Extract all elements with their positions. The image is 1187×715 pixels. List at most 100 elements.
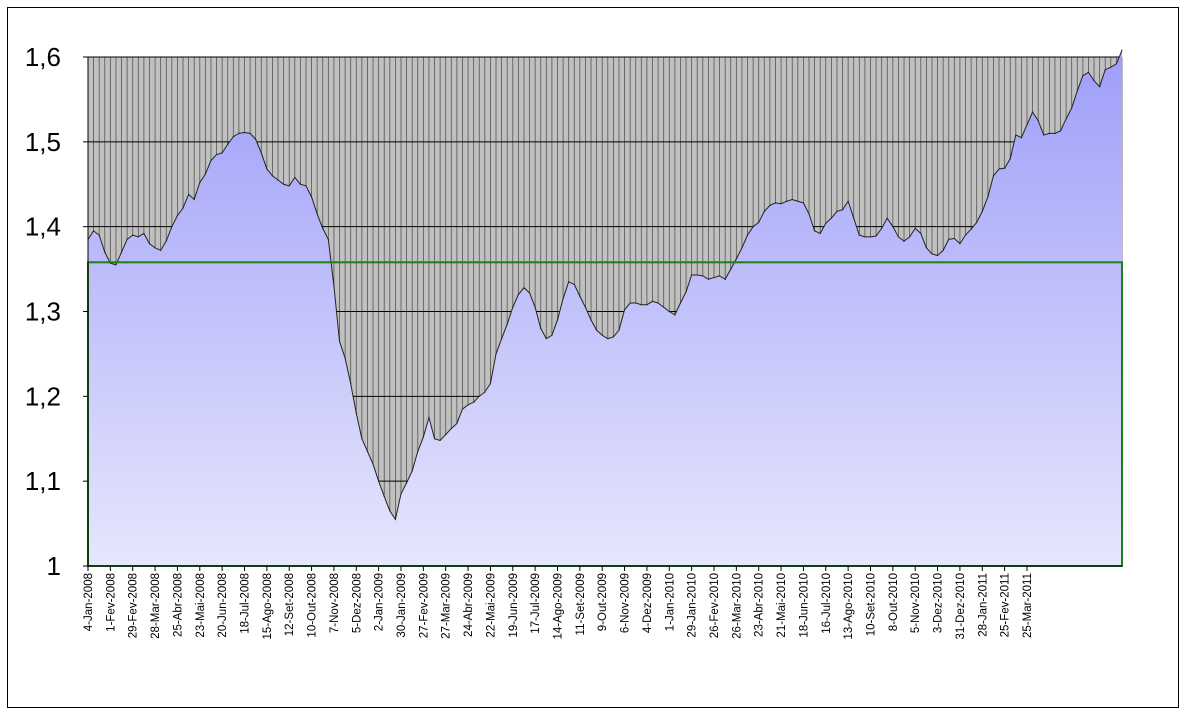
data-point bbox=[629, 302, 631, 304]
x-tick-label: 10-Set-2010 bbox=[865, 573, 877, 636]
x-tick-label: 7-Nov-2008 bbox=[329, 573, 341, 633]
data-point bbox=[394, 518, 397, 520]
data-point bbox=[92, 230, 95, 232]
x-tick-label: 25-Abr-2008 bbox=[172, 573, 184, 637]
x-tick-label: 15-Ago-2008 bbox=[262, 573, 274, 640]
data-point bbox=[551, 334, 553, 336]
x-tick-label: 4-Jan-2008 bbox=[83, 573, 95, 631]
data-point bbox=[556, 319, 559, 321]
data-point bbox=[601, 334, 603, 336]
data-point bbox=[1048, 132, 1050, 134]
y-tick-label: 1,2 bbox=[25, 381, 61, 411]
data-point bbox=[663, 306, 665, 308]
data-point bbox=[959, 243, 961, 245]
x-tick-label: 26-Mar-2010 bbox=[731, 573, 743, 639]
data-point bbox=[864, 236, 866, 238]
x-tick-label: 16-Jul-2010 bbox=[821, 573, 833, 634]
data-point bbox=[232, 136, 234, 138]
data-point bbox=[752, 226, 754, 228]
data-point bbox=[154, 247, 156, 249]
data-point bbox=[607, 338, 609, 340]
data-point bbox=[528, 292, 531, 294]
data-point bbox=[260, 152, 262, 154]
data-point bbox=[478, 395, 480, 397]
x-tick-label: 24-Abr-2009 bbox=[463, 573, 475, 637]
data-point bbox=[171, 226, 173, 228]
data-point bbox=[830, 217, 832, 219]
data-point bbox=[238, 132, 240, 134]
data-point bbox=[897, 236, 900, 238]
data-point bbox=[193, 198, 195, 201]
data-point bbox=[797, 200, 799, 202]
data-point bbox=[1099, 86, 1101, 88]
data-point bbox=[853, 217, 855, 219]
data-point bbox=[998, 168, 1000, 170]
x-tick-label: 21-Mai-2010 bbox=[776, 573, 788, 638]
x-tick-label: 23-Mai-2008 bbox=[195, 573, 207, 638]
data-point bbox=[1104, 69, 1106, 71]
data-point bbox=[903, 240, 905, 242]
x-tick-label: 27-Fev-2009 bbox=[418, 573, 430, 638]
data-point bbox=[143, 232, 145, 235]
data-point bbox=[126, 238, 128, 240]
data-point bbox=[545, 338, 547, 340]
data-point bbox=[137, 236, 139, 238]
data-point bbox=[931, 253, 933, 255]
data-point bbox=[266, 168, 268, 170]
data-point bbox=[473, 401, 475, 403]
data-point bbox=[484, 391, 486, 393]
x-tick-label: 1-Fev-2008 bbox=[105, 573, 117, 632]
data-point bbox=[215, 153, 218, 156]
x-tick-label: 19-Jun-2009 bbox=[508, 573, 520, 638]
x-tick-label: 25-Fev-2011 bbox=[1000, 573, 1012, 637]
x-tick-label: 18-Jul-2008 bbox=[240, 573, 252, 634]
data-point bbox=[540, 327, 542, 330]
data-point bbox=[299, 183, 301, 185]
data-point bbox=[685, 291, 687, 293]
data-point bbox=[1043, 134, 1045, 136]
data-point bbox=[204, 173, 206, 175]
data-point bbox=[735, 258, 737, 260]
data-point bbox=[858, 234, 860, 236]
data-point bbox=[188, 193, 190, 196]
data-point bbox=[925, 247, 927, 249]
data-point bbox=[948, 238, 950, 240]
x-tick-label: 2-Jan-2009 bbox=[374, 573, 386, 631]
x-tick-label: 5-Dez-2008 bbox=[351, 573, 363, 633]
x-axis-ticks: 4-Jan-2008 1-Fev-2008 29-Fev-2008 28-Mar-20… bbox=[83, 565, 1122, 640]
data-point bbox=[294, 176, 296, 179]
data-point bbox=[517, 293, 519, 296]
x-tick-label: 9-Out-2009 bbox=[597, 573, 609, 631]
data-point bbox=[819, 232, 821, 235]
data-point bbox=[176, 215, 179, 217]
x-tick-label: 29-Jan-2010 bbox=[687, 573, 699, 638]
data-point bbox=[1009, 158, 1011, 160]
data-point bbox=[623, 309, 626, 311]
data-point bbox=[702, 275, 704, 277]
data-point bbox=[461, 408, 464, 410]
data-point bbox=[953, 237, 955, 240]
data-point bbox=[886, 217, 888, 219]
x-tick-label: 29-Fev-2008 bbox=[128, 573, 140, 638]
x-tick-label: 20-Jun-2008 bbox=[217, 573, 229, 638]
data-point bbox=[495, 353, 497, 355]
data-point bbox=[227, 143, 229, 145]
data-point bbox=[791, 198, 793, 201]
data-point bbox=[456, 422, 458, 425]
y-tick-label: 1,3 bbox=[25, 297, 61, 327]
data-point bbox=[836, 210, 838, 212]
y-tick-label: 1 bbox=[47, 551, 61, 581]
data-point bbox=[433, 438, 436, 440]
data-point bbox=[730, 268, 732, 270]
data-point bbox=[277, 179, 279, 181]
data-point bbox=[875, 235, 877, 237]
data-point bbox=[668, 310, 670, 313]
data-point bbox=[786, 200, 788, 202]
data-point bbox=[165, 240, 167, 242]
data-point bbox=[881, 227, 883, 229]
x-tick-label: 25-Mar-2011 bbox=[1022, 573, 1034, 638]
data-point bbox=[243, 131, 246, 134]
data-point bbox=[584, 306, 587, 308]
x-tick-label: 26-Fev-2010 bbox=[709, 573, 721, 638]
data-point bbox=[596, 329, 598, 331]
